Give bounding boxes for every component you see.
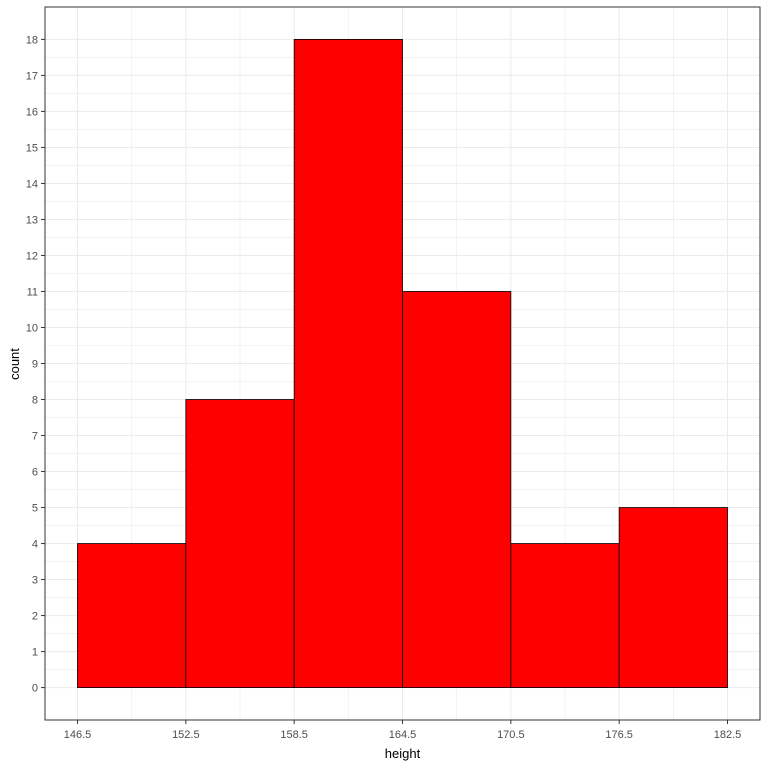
- y-tick-label: 15: [26, 142, 38, 154]
- histogram-bars: [77, 39, 728, 688]
- y-tick-label: 16: [26, 106, 38, 118]
- x-axis-title: height: [385, 746, 421, 761]
- histogram-bar: [77, 543, 187, 688]
- y-tick-label: 13: [26, 214, 38, 226]
- histogram-bar: [185, 399, 295, 688]
- x-tick-label: 158.5: [280, 729, 308, 741]
- histogram-bar: [402, 291, 512, 688]
- x-tick-label: 176.5: [605, 729, 633, 741]
- x-tick-label: 170.5: [497, 729, 525, 741]
- y-tick-label: 10: [26, 322, 38, 334]
- histogram-bar: [618, 507, 728, 688]
- y-tick-label: 6: [32, 467, 38, 479]
- y-tick-label: 8: [32, 395, 38, 407]
- y-axis-title: count: [7, 348, 22, 380]
- y-tick-label: 17: [26, 70, 38, 82]
- y-tick-label: 5: [32, 503, 38, 515]
- histogram-bar: [510, 543, 620, 688]
- histogram-bar: [293, 39, 403, 688]
- x-tick-label: 152.5: [172, 729, 200, 741]
- y-tick-label: 18: [26, 34, 38, 46]
- x-tick-label: 146.5: [64, 729, 92, 741]
- y-tick-label: 12: [26, 250, 38, 262]
- y-tick-label: 0: [32, 683, 38, 695]
- x-axis: 146.5 152.5 158.5 164.5 170.5 176.5 182.5: [64, 720, 742, 741]
- y-tick-label: 3: [32, 575, 38, 587]
- y-tick-label: 9: [32, 359, 38, 371]
- x-tick-label: 182.5: [714, 729, 742, 741]
- y-tick-label: 14: [26, 178, 38, 190]
- y-tick-label: 7: [32, 431, 38, 443]
- y-tick-label: 1: [32, 647, 38, 659]
- y-tick-label: 4: [32, 539, 38, 551]
- y-tick-label: 2: [32, 611, 38, 623]
- y-tick-label: 11: [27, 286, 38, 298]
- x-tick-label: 164.5: [389, 729, 417, 741]
